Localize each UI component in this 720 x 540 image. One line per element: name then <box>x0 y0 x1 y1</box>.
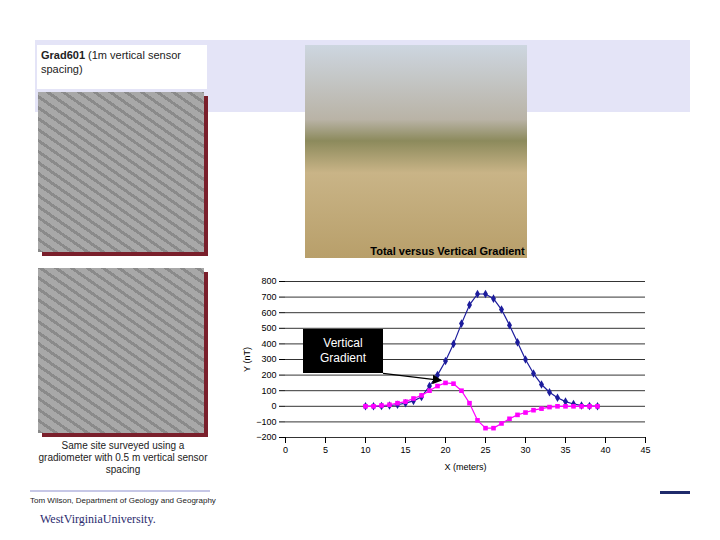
svg-text:25: 25 <box>480 445 490 455</box>
svg-text:700: 700 <box>261 292 276 302</box>
svg-text:300: 300 <box>261 354 276 364</box>
svg-text:10: 10 <box>360 445 370 455</box>
svg-text:800: 800 <box>261 276 276 286</box>
html-text:Grad601 (1m vertical sensor sp: Grad601 (1m vertical sensor spacing) <box>41 49 181 75</box>
svg-text:0: 0 <box>283 445 288 455</box>
svg-text:0: 0 <box>271 401 276 411</box>
svg-text:45: 45 <box>640 445 650 455</box>
svg-text:200: 200 <box>261 370 276 380</box>
svg-text:500: 500 <box>261 323 276 333</box>
svg-text:600: 600 <box>261 308 276 318</box>
html-text:Vertical Gradient: Vertical Gradient <box>320 336 366 366</box>
html-text:Total versus Vertical Gradient: Total versus Vertical Gradient <box>370 245 525 257</box>
svg-text:35: 35 <box>560 445 570 455</box>
svg-text:−200: −200 <box>256 432 276 442</box>
html-text:Tom Wilson, Department of Geol: Tom Wilson, Department of Geology and Ge… <box>30 496 216 505</box>
svg-text:Y (nT): Y (nT) <box>242 347 252 372</box>
svg-text:−100: −100 <box>256 417 276 427</box>
svg-text:400: 400 <box>261 339 276 349</box>
svg-text:100: 100 <box>261 386 276 396</box>
svg-text:X (meters): X (meters) <box>444 462 486 472</box>
html-text:Same site surveyed using a gra: Same site surveyed using a gradiometer w… <box>38 440 208 475</box>
svg-text:15: 15 <box>400 445 410 455</box>
html-text:WestVirginiaUniversity.: WestVirginiaUniversity. <box>40 512 156 526</box>
svg-text:30: 30 <box>520 445 530 455</box>
svg-text:20: 20 <box>440 445 450 455</box>
svg-text:40: 40 <box>600 445 610 455</box>
svg-text:5: 5 <box>323 445 328 455</box>
